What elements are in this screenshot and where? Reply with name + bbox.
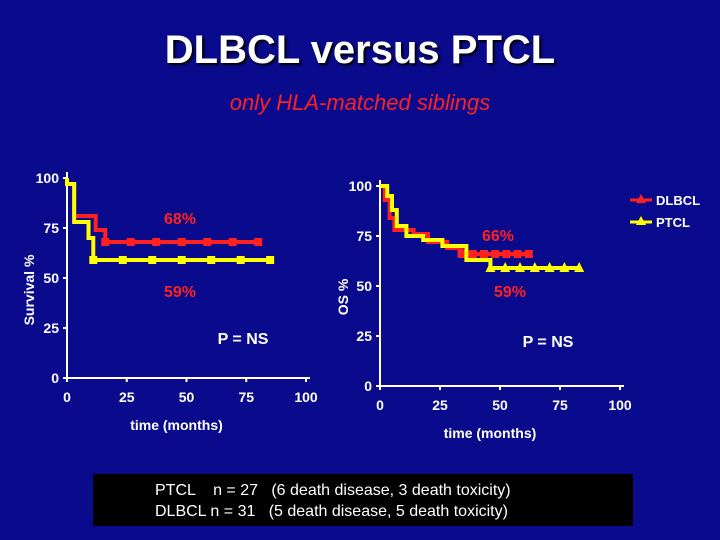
left-x-axis-label: time (months) [130, 417, 223, 433]
right-y-tick-label: 25 [356, 328, 372, 344]
right-annotation-p-value: P = NS [523, 334, 574, 351]
right-ptcl-censor-mark [559, 262, 570, 272]
left-dlbcl-censor-mark [126, 238, 135, 246]
legend-dlbcl-label: DLBCL [656, 193, 700, 208]
left-ptcl-censor-mark [266, 256, 275, 264]
left-y-tick-label: 100 [36, 170, 60, 186]
slide-subtitle: only HLA-matched siblings [229, 90, 491, 115]
left-dlbcl-curve [65, 178, 259, 244]
left-ptcl-censor-mark [148, 256, 157, 264]
right-y-tick-label: 100 [349, 178, 373, 194]
left-dlbcl-censor-mark [101, 238, 110, 246]
left-x-tick-label: 100 [294, 389, 318, 405]
right-dlbcl-censor-mark [524, 250, 533, 258]
right-x-axis-label: time (months) [444, 425, 537, 441]
right-dlbcl-censor-mark [468, 250, 477, 258]
right-x-tick-label: 25 [432, 397, 448, 413]
left-y-tick-label: 0 [51, 370, 59, 386]
right-x-tick-label: 100 [608, 397, 632, 413]
left-annotation-percent: 68% [164, 211, 196, 228]
cohort-summary-box: PTCL n = 27 (6 death disease, 3 death to… [93, 474, 633, 526]
right-ptcl-censor-mark [544, 262, 555, 272]
right-dlbcl-censor-mark [457, 250, 466, 258]
right-x-tick-label: 75 [552, 397, 568, 413]
left-annotation-p-value: P = NS [218, 331, 269, 348]
left-dlbcl-censor-mark [254, 238, 263, 246]
legend-ptcl-label: PTCL [656, 215, 690, 230]
right-y-tick-label: 0 [364, 378, 372, 394]
right-y-tick-label: 75 [356, 228, 372, 244]
left-dlbcl-censor-mark [177, 238, 186, 246]
right-y-axis-label: OS % [335, 278, 351, 315]
left-x-tick-label: 0 [63, 389, 71, 405]
right-x-tick-label: 50 [492, 397, 508, 413]
left-dlbcl-censor-mark [203, 238, 212, 246]
right-annotation-percent: 59% [494, 284, 526, 301]
left-annotation-percent: 59% [164, 284, 196, 301]
left-y-tick-label: 50 [43, 270, 59, 286]
right-ptcl-curve [380, 184, 580, 270]
left-x-tick-label: 75 [238, 389, 254, 405]
left-ptcl-curve [65, 178, 271, 262]
legend-dlbcl-marker [636, 194, 646, 203]
left-y-tick-label: 75 [43, 220, 59, 236]
right-x-tick-label: 0 [376, 397, 384, 413]
right-y-tick-label: 50 [356, 278, 372, 294]
right-dlbcl-censor-mark [491, 250, 500, 258]
right-ptcl-censor-mark [500, 262, 511, 272]
left-x-tick-label: 50 [179, 389, 195, 405]
left-y-tick-label: 25 [43, 320, 59, 336]
left-ptcl-censor-mark [236, 256, 245, 264]
right-ptcl-censor-mark [515, 262, 525, 272]
dlbcl-summary-line: DLBCL n = 31 (5 death disease, 5 death t… [155, 503, 508, 520]
right-annotation-percent: 66% [482, 228, 514, 245]
left-y-axis-label: Survival % [21, 254, 37, 325]
ptcl-summary-line: PTCL n = 27 (6 death disease, 3 death to… [155, 482, 511, 499]
left-ptcl-censor-mark [89, 256, 98, 264]
legend-ptcl-marker [636, 216, 646, 225]
right-dlbcl-censor-mark [480, 250, 488, 258]
left-dlbcl-censor-mark [152, 238, 161, 246]
right-ptcl-censor-mark [485, 262, 496, 272]
left-ptcl-censor-mark [177, 256, 186, 264]
right-dlbcl-censor-mark [513, 250, 522, 258]
left-ptcl-censor-mark [207, 256, 216, 264]
left-x-tick-label: 25 [119, 389, 135, 405]
right-ptcl-censor-mark [529, 262, 540, 272]
left-dlbcl-censor-mark [228, 238, 237, 246]
left-ptcl-censor-mark [118, 256, 127, 264]
right-dlbcl-censor-mark [502, 250, 511, 258]
slide-title: DLBCL versus PTCL [164, 28, 556, 72]
right-ptcl-censor-mark [574, 262, 585, 272]
